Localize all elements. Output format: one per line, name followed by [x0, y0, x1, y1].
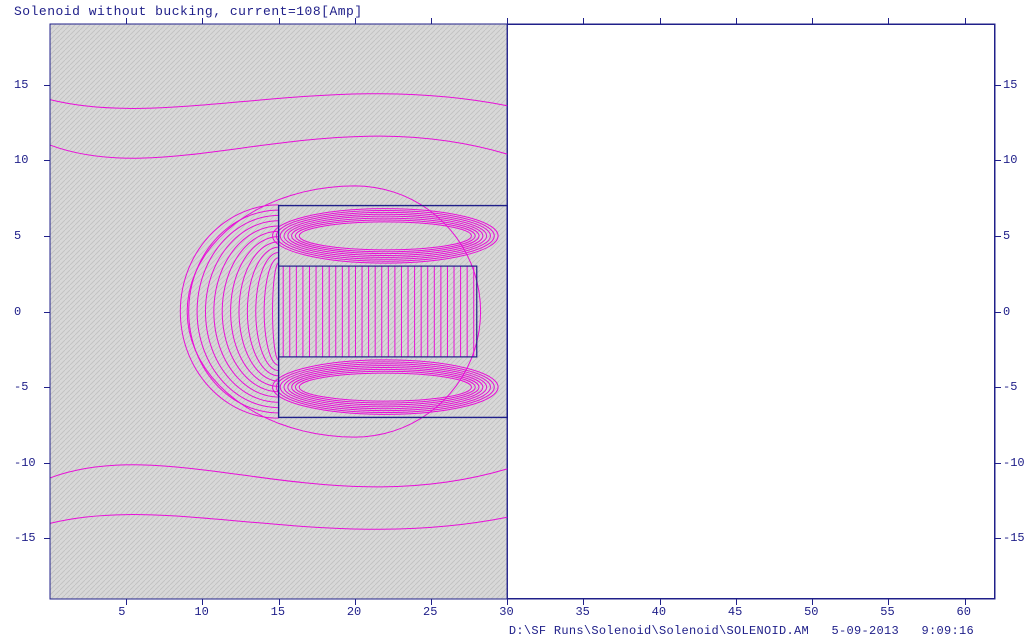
ytick-label-right: -10 — [1003, 456, 1024, 470]
ytick-mark-right — [995, 85, 1001, 86]
xtick-mark-top — [279, 18, 280, 24]
ytick-mark-left — [44, 463, 50, 464]
ytick-label-left: -10 — [14, 456, 36, 470]
xtick-mark-top — [355, 18, 356, 24]
ytick-mark-right — [995, 160, 1001, 161]
page-root: Solenoid without bucking, current=108[Am… — [0, 0, 1024, 640]
xtick-mark-top — [507, 18, 508, 24]
ytick-label-right: 15 — [1003, 78, 1017, 92]
ytick-label-left: -15 — [14, 531, 36, 545]
ytick-label-right: 5 — [1003, 229, 1010, 243]
xtick-label: 10 — [194, 605, 208, 619]
ytick-mark-right — [995, 312, 1001, 313]
xtick-label: 60 — [957, 605, 971, 619]
ytick-label-right: 0 — [1003, 305, 1010, 319]
ytick-mark-right — [995, 463, 1001, 464]
ytick-label-left: 5 — [14, 229, 21, 243]
xtick-mark-top — [736, 18, 737, 24]
xtick-mark — [126, 599, 127, 605]
xtick-label: 35 — [575, 605, 589, 619]
xtick-mark-top — [888, 18, 889, 24]
ytick-label-right: -15 — [1003, 531, 1024, 545]
xtick-mark-top — [660, 18, 661, 24]
ytick-mark-left — [44, 538, 50, 539]
ytick-label-right: 10 — [1003, 153, 1017, 167]
xtick-mark-top — [583, 18, 584, 24]
plot-svg — [0, 0, 1024, 640]
xtick-mark-top — [812, 18, 813, 24]
ytick-mark-left — [44, 85, 50, 86]
xtick-mark-top — [965, 18, 966, 24]
xtick-label: 20 — [347, 605, 361, 619]
ytick-mark-left — [44, 387, 50, 388]
ytick-label-right: -5 — [1003, 380, 1017, 394]
ytick-label-left: 15 — [14, 78, 28, 92]
xtick-label: 30 — [499, 605, 513, 619]
xtick-mark-top — [431, 18, 432, 24]
xtick-label: 45 — [728, 605, 742, 619]
xtick-label: 15 — [271, 605, 285, 619]
ytick-mark-left — [44, 312, 50, 313]
ytick-mark-left — [44, 236, 50, 237]
ytick-mark-right — [995, 236, 1001, 237]
ytick-mark-right — [995, 387, 1001, 388]
ytick-label-left: -5 — [14, 380, 28, 394]
xtick-label: 40 — [652, 605, 666, 619]
xtick-mark-top — [126, 18, 127, 24]
ytick-label-left: 10 — [14, 153, 28, 167]
xtick-mark-top — [202, 18, 203, 24]
xtick-label: 55 — [880, 605, 894, 619]
footer-path: D:\SF Runs\Solenoid\Solenoid\SOLENOID.AM… — [509, 624, 974, 638]
xtick-label: 5 — [118, 605, 125, 619]
ytick-mark-right — [995, 538, 1001, 539]
ytick-label-left: 0 — [14, 305, 21, 319]
ytick-mark-left — [44, 160, 50, 161]
xtick-label: 50 — [804, 605, 818, 619]
xtick-label: 25 — [423, 605, 437, 619]
